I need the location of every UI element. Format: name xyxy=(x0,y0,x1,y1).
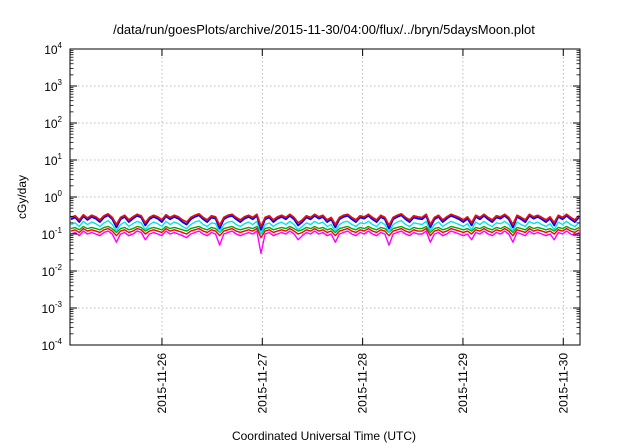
series-line xyxy=(70,214,580,231)
y-tick-label: 10-1 xyxy=(42,226,63,242)
series-line xyxy=(70,225,580,235)
series-line xyxy=(70,219,580,235)
series-line xyxy=(70,230,580,255)
x-tick-label: 2015-11-28 xyxy=(356,353,370,414)
series-group xyxy=(70,212,580,255)
y-tick-label: 100 xyxy=(44,189,62,205)
x-tick-label: 2015-11-30 xyxy=(556,353,570,414)
y-axis: 10-4 10-3 10-2 10-1 100 101 102 103 104 xyxy=(42,41,580,353)
y-tick-label: 101 xyxy=(44,152,62,168)
y-tick-label: 103 xyxy=(44,78,62,94)
series-line xyxy=(70,212,580,228)
y-tick-label: 102 xyxy=(44,115,62,131)
y-tick-label: 104 xyxy=(44,41,62,57)
x-axis: 2015-11-26 2015-11-27 2015-11-28 2015-11-29… xyxy=(155,49,570,414)
x-tick-label: 2015-11-26 xyxy=(155,353,169,414)
x-axis-label: Coordinated Universal Time (UTC) xyxy=(232,429,416,443)
y-tick-label: 10-4 xyxy=(42,337,63,353)
y-tick-label: 10-3 xyxy=(42,300,63,316)
x-tick-label: 2015-11-27 xyxy=(255,353,269,414)
y-tick-label: 10-2 xyxy=(42,263,63,279)
x-tick-label: 2015-11-29 xyxy=(456,353,470,414)
grid xyxy=(70,49,580,345)
chart-title: /data/run/goesPlots/archive/2015-11-30/0… xyxy=(113,22,535,37)
y-axis-label: cGy/day xyxy=(15,175,29,219)
series-line xyxy=(70,227,580,239)
